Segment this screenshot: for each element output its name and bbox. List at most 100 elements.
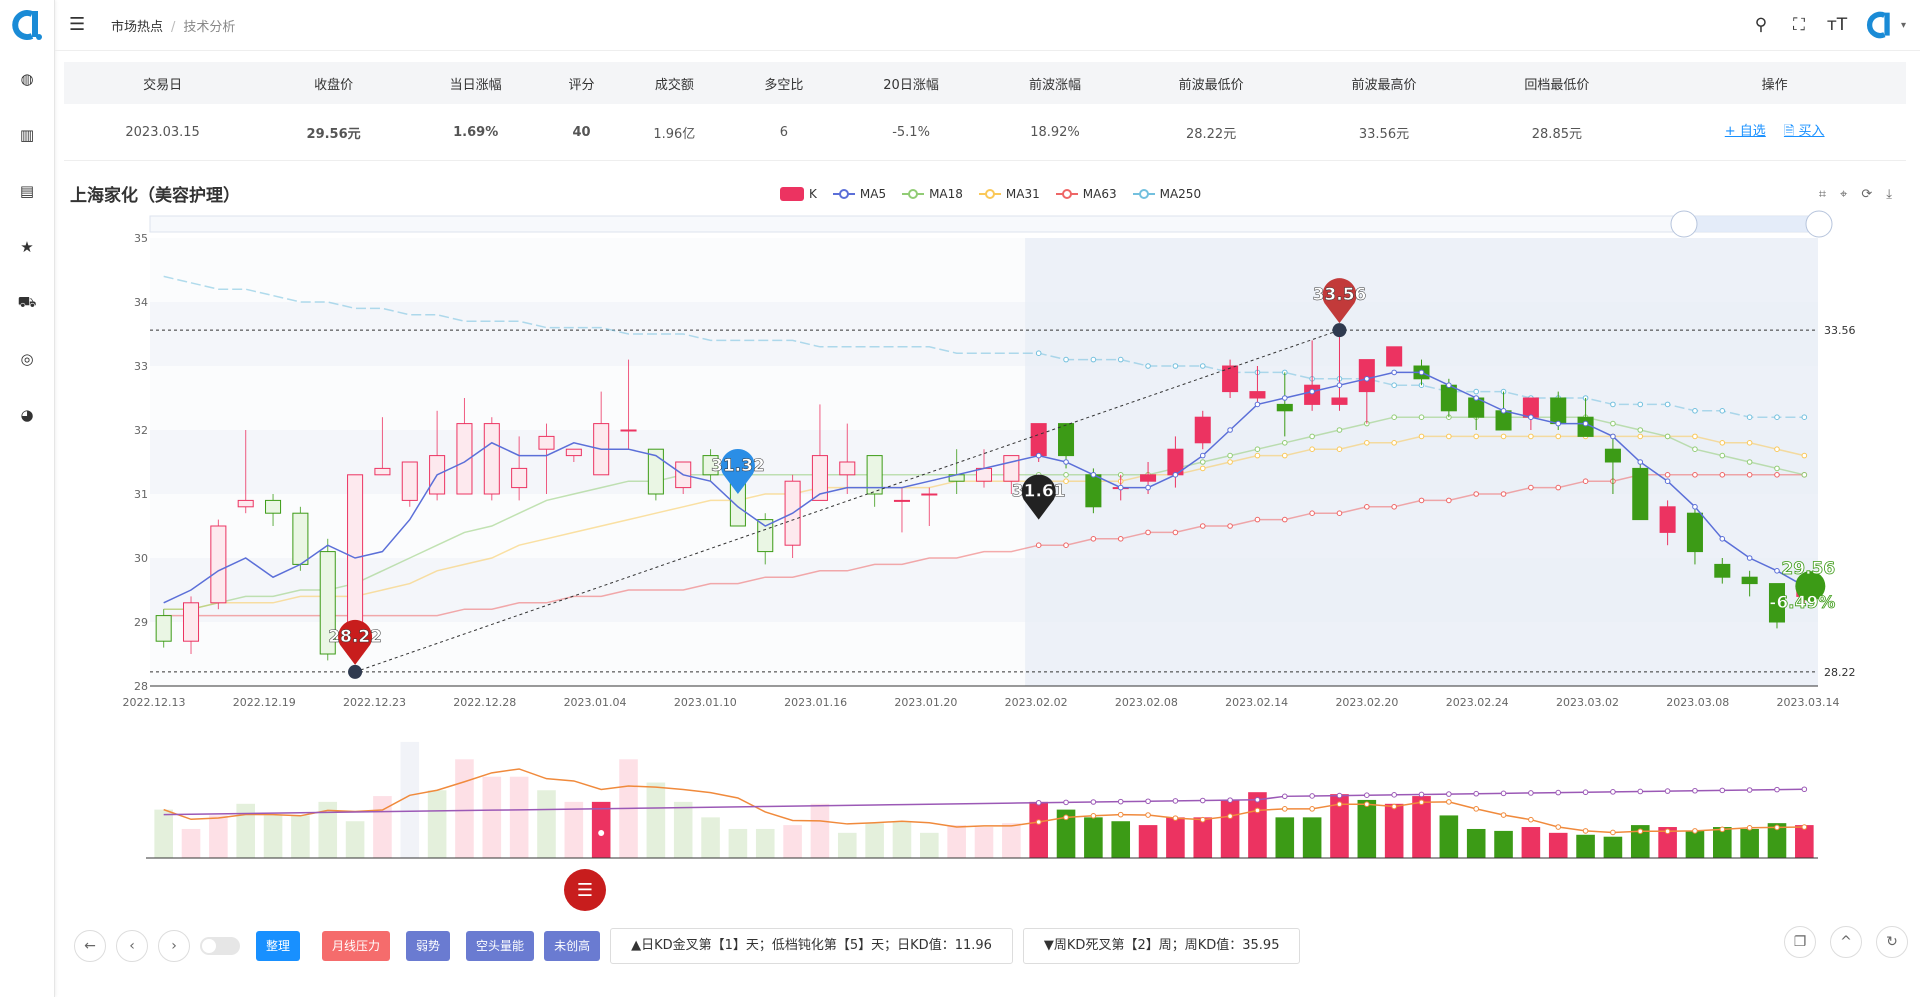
prev-button[interactable]: ‹	[116, 930, 148, 962]
toggle-switch[interactable]	[200, 937, 240, 955]
volume-ma-point	[1801, 786, 1808, 793]
gauge-icon[interactable]: ◕	[20, 406, 34, 424]
candle-body	[265, 499, 282, 514]
search-icon[interactable]: ⚲	[1754, 15, 1768, 35]
restore-icon[interactable]: ⟳	[1861, 187, 1873, 202]
volume-ma-point	[1664, 788, 1671, 794]
copy-button[interactable]: ❐	[1784, 926, 1816, 958]
legend-ma18[interactable]: MA18	[902, 187, 963, 201]
legend-k[interactable]: K	[780, 187, 817, 201]
summary-table: 交易日 收盘价 当日涨幅 评分 成交额 多空比 20日涨幅 前波涨幅 前波最低价…	[64, 62, 1906, 161]
legend-ma31[interactable]: MA31	[978, 187, 1040, 201]
candle-body	[1222, 365, 1239, 393]
candle	[565, 448, 582, 462]
tag-bear-volume[interactable]: 空头量能	[466, 931, 535, 961]
menu-toggle-icon[interactable]: ☰	[69, 14, 86, 35]
candle-body	[511, 467, 528, 489]
volume-ma-point	[1637, 828, 1644, 835]
logo-icon[interactable]	[10, 8, 44, 42]
tag-no-new-high[interactable]: 未创高	[544, 931, 601, 961]
menu-fab[interactable]: ☰	[564, 869, 606, 911]
candle	[401, 461, 418, 507]
candle	[1468, 397, 1485, 430]
tag-consolidate[interactable]: 整理	[256, 931, 301, 961]
candle	[1659, 500, 1676, 546]
low-point	[348, 664, 363, 679]
cell-wave-high: 33.56元	[1297, 104, 1471, 161]
header-ratio: 多空比	[731, 62, 837, 104]
candle	[1358, 359, 1375, 424]
candle-body	[1768, 583, 1786, 623]
volume-bar	[728, 828, 748, 858]
ma5-line-point	[1336, 382, 1343, 389]
volume-ma-point	[1692, 828, 1698, 834]
target-icon[interactable]: ◎	[20, 350, 34, 368]
zoom-handle-left[interactable]	[1670, 210, 1698, 238]
zoom-reset-icon[interactable]: ⌖	[1840, 187, 1848, 202]
legend-ma250[interactable]: MA250	[1132, 187, 1201, 201]
scroll-top-button[interactable]: ^	[1830, 926, 1862, 958]
candle-body	[1522, 397, 1539, 418]
tag-monthly-pressure[interactable]: 月线压力	[322, 931, 391, 961]
mid-marker-1: 31.32	[711, 449, 765, 494]
x-tick-label: 2023.03.02	[1556, 696, 1619, 709]
volume-ma-point	[1555, 824, 1562, 830]
candle-body	[1741, 576, 1758, 585]
fullscreen-icon[interactable]: ⛶	[1793, 15, 1805, 35]
candle-body	[1495, 410, 1512, 431]
volume-ma-point	[1391, 792, 1397, 798]
legend-ma63[interactable]: MA63	[1055, 187, 1117, 201]
zoom-handle-right[interactable]	[1805, 210, 1833, 238]
ma31-line-point	[1446, 433, 1452, 440]
ma5-line-point	[1446, 382, 1452, 389]
ma250-line-point	[1692, 408, 1698, 414]
x-tick-label: 2023.03.08	[1666, 696, 1729, 709]
cart-icon[interactable]: ⛟	[17, 293, 37, 311]
bar-chart-icon[interactable]: ▥	[19, 126, 35, 144]
breadcrumb-market[interactable]: 市场热点	[111, 20, 164, 35]
volume-bar	[1248, 792, 1267, 858]
tag-weak[interactable]: 弱势	[406, 931, 451, 961]
star-icon[interactable]: ★	[20, 238, 34, 256]
save-image-icon[interactable]: ⤓	[1886, 187, 1892, 202]
user-avatar[interactable]	[1863, 10, 1897, 40]
add-watchlist-link[interactable]: + 自选	[1724, 124, 1766, 139]
volume-bar	[646, 782, 666, 858]
image-icon[interactable]: ▤	[19, 182, 35, 200]
buy-link-label: 买入	[1798, 124, 1825, 139]
back-button[interactable]: ←	[74, 930, 106, 962]
ma63-line-point	[1063, 542, 1069, 549]
mid-marker-2: 31.61	[1012, 474, 1066, 520]
volume-bar	[1439, 815, 1459, 858]
volume-bar	[537, 790, 556, 858]
zoom-select-icon[interactable]: ⌗	[1818, 187, 1827, 202]
candle	[647, 448, 664, 501]
volume-bar	[1603, 836, 1623, 858]
ma250-line-point	[1117, 356, 1124, 363]
header-pullback-low: 回档最低价	[1470, 62, 1644, 104]
chevron-down-icon[interactable]: ▾	[1900, 19, 1906, 31]
ma250-line-point	[1774, 414, 1780, 421]
ma63-line-point	[1035, 542, 1042, 549]
volume-bar	[1002, 823, 1021, 858]
volume-bar	[1275, 817, 1295, 858]
ma63-line-point	[1090, 536, 1097, 542]
ma250-line-point	[1719, 408, 1726, 414]
ma5-line-point	[1199, 452, 1206, 459]
header-amount: 成交额	[617, 62, 732, 104]
candle-body	[1659, 506, 1676, 533]
candle	[374, 417, 391, 476]
buy-link[interactable]: 🗎 买入	[1783, 124, 1825, 139]
font-size-icon[interactable]: ᴛT	[1826, 15, 1848, 35]
next-button[interactable]: ›	[158, 930, 190, 962]
candle	[319, 538, 336, 661]
header-chg20: 20日涨幅	[836, 62, 986, 104]
y-tick-label: 30	[134, 552, 148, 565]
high-marker-shape	[1322, 278, 1357, 324]
legend-ma5[interactable]: MA5	[832, 187, 886, 201]
globe-icon[interactable]: ◍	[20, 70, 34, 88]
ma250-line-point	[1172, 363, 1179, 369]
refresh-button[interactable]: ↻	[1876, 926, 1908, 958]
volume-bar	[1795, 825, 1814, 858]
